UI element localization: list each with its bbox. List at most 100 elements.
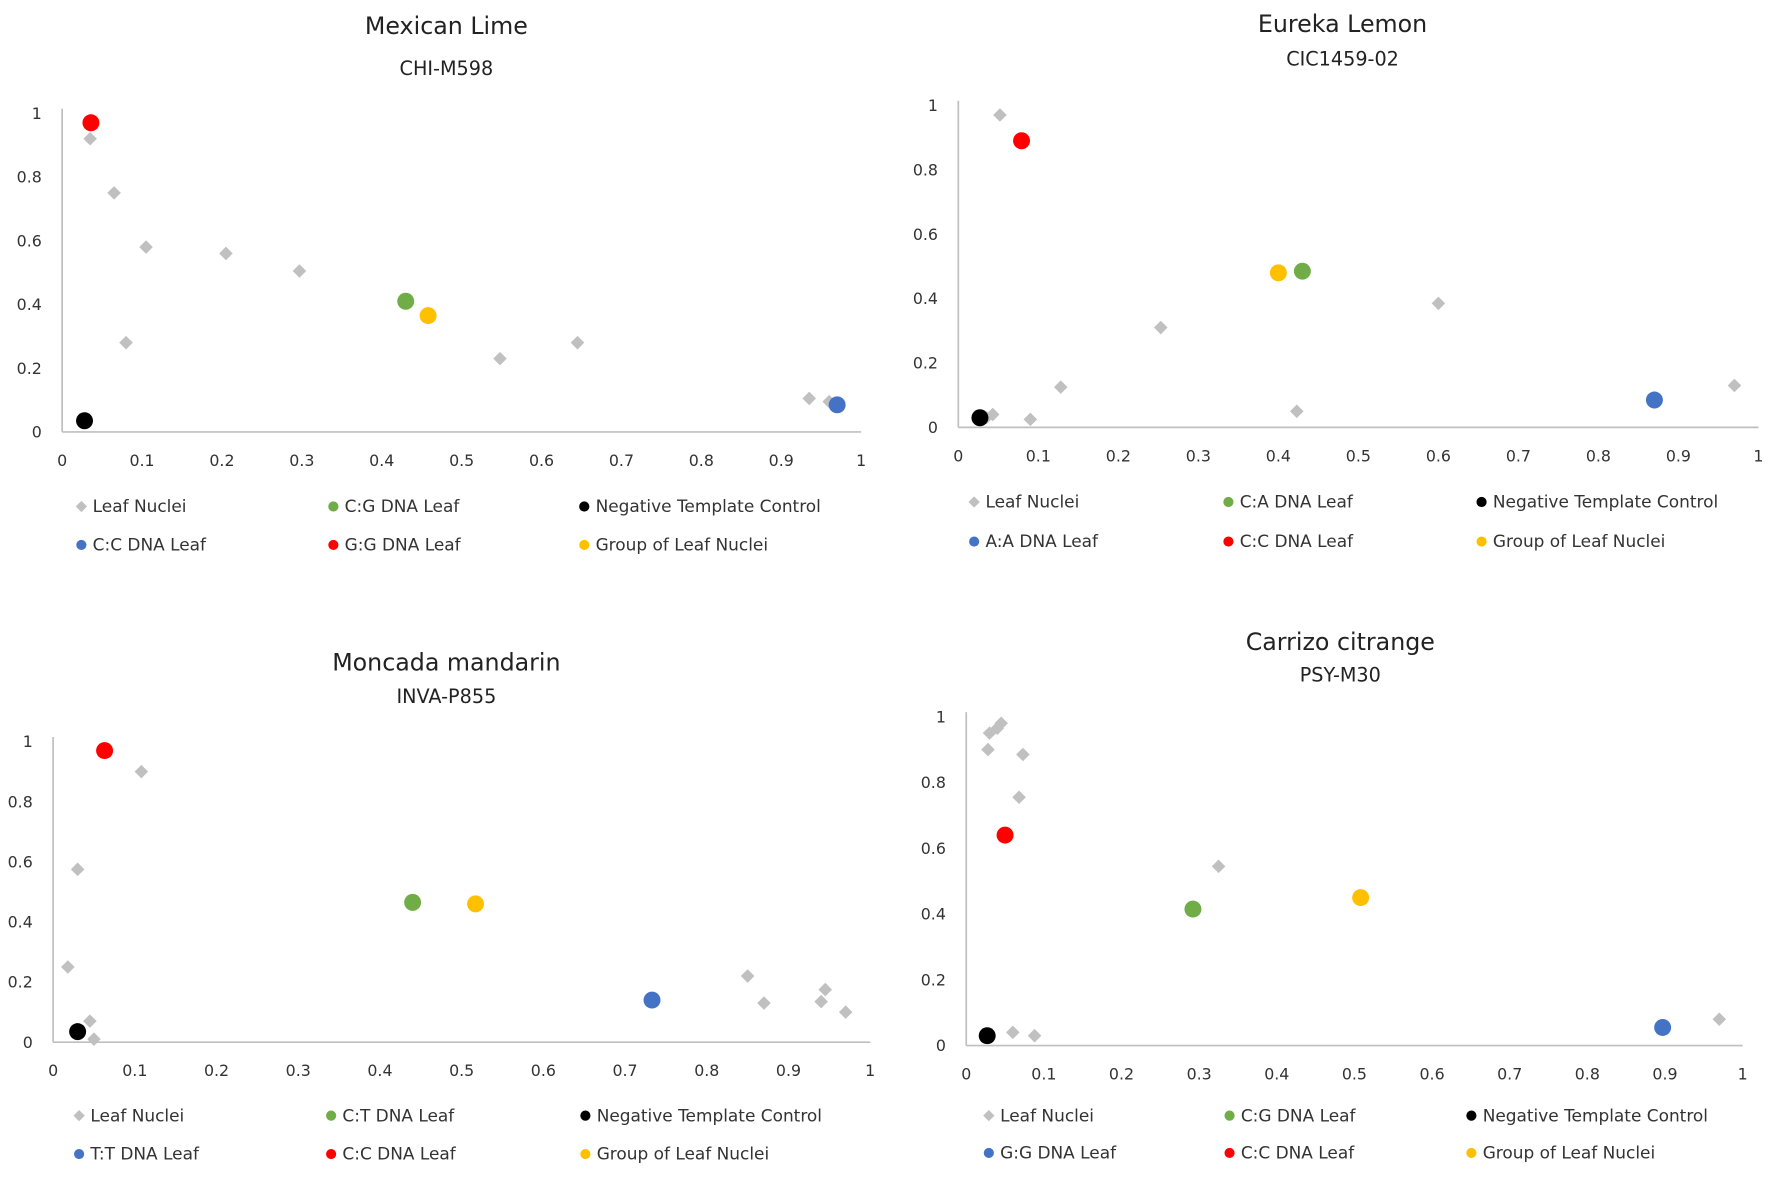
x-tick-label: 0.1: [129, 451, 154, 470]
x-tick-label: 0.3: [1186, 446, 1211, 465]
x-tick-label: 0.6: [529, 451, 554, 470]
data-point-leaf-nuclei: [87, 1032, 101, 1046]
x-tick-label: 0: [953, 446, 963, 465]
y-tick-label: 0: [936, 1036, 946, 1055]
data-point-c-g-dna-leaf: [1184, 900, 1202, 918]
x-tick-label: 1: [1738, 1064, 1748, 1083]
x-tick-label: 0.3: [286, 1061, 311, 1080]
data-point-leaf-nuclei: [1727, 378, 1742, 393]
x-tick-label: 0.1: [122, 1061, 147, 1080]
data-point-negative-template-control: [971, 409, 989, 427]
legend-dot-icon: [579, 501, 590, 512]
data-point-t-t-dna-leaf: [643, 991, 661, 1009]
legend-label: Leaf Nuclei: [90, 1105, 184, 1125]
data-point-leaf-nuclei: [1153, 320, 1168, 335]
x-tick-label: 0.7: [612, 1061, 637, 1080]
data-point-leaf-nuclei: [139, 240, 153, 254]
legend-item: Group of Leaf Nuclei: [579, 535, 768, 555]
legend-item: T:T DNA Leaf: [74, 1144, 200, 1164]
legend-item: Leaf Nuclei: [968, 492, 1079, 512]
y-tick-label: 0.2: [921, 970, 946, 989]
x-tick-label: 0.1: [1031, 1064, 1056, 1083]
legend-item: Negative Template Control: [579, 496, 821, 516]
y-tick-label: 0.6: [921, 839, 946, 858]
data-point-group-of-leaf-nuclei: [419, 307, 437, 325]
data-point-group-of-leaf-nuclei: [1269, 264, 1287, 282]
data-point-leaf-nuclei: [802, 391, 816, 406]
legend-item: Negative Template Control: [580, 1105, 822, 1125]
legend-item: Leaf Nuclei: [73, 1105, 184, 1125]
y-tick-label: 0.2: [913, 354, 938, 373]
data-point-leaf-nuclei: [1712, 1012, 1727, 1027]
y-tick-label: 0: [928, 418, 938, 437]
y-tick-label: 0: [32, 423, 42, 442]
legend-label: C:G DNA Leaf: [345, 496, 461, 516]
legend-dot-icon: [580, 1110, 591, 1121]
data-point-c-t-dna-leaf: [404, 893, 422, 911]
legend-dot-icon: [1224, 1110, 1235, 1121]
x-tick-label: 0.8: [694, 1061, 719, 1080]
legend-label: Group of Leaf Nuclei: [1483, 1143, 1656, 1163]
x-tick-label: 0.7: [1497, 1064, 1522, 1083]
data-point-leaf-nuclei: [740, 969, 755, 983]
data-point-leaf-nuclei: [107, 186, 121, 200]
chart-subtitle: CIC1459-02: [1286, 48, 1399, 71]
x-tick-label: 0.3: [1187, 1064, 1212, 1083]
legend-label: T:T DNA Leaf: [89, 1144, 200, 1164]
data-point-negative-template-control: [76, 412, 94, 430]
legend-item: C:C DNA Leaf: [76, 535, 207, 555]
x-tick-label: 0.7: [609, 451, 634, 470]
y-tick-label: 0.4: [8, 913, 33, 932]
legend-label: C:C DNA Leaf: [342, 1144, 456, 1164]
legend-item: Leaf Nuclei: [75, 496, 187, 516]
legend-label: A:A DNA Leaf: [985, 531, 1099, 551]
legend-item: C:A DNA Leaf: [1223, 492, 1354, 512]
data-point-g-g-dna-leaf: [1654, 1018, 1672, 1036]
legend-label: Leaf Nuclei: [1000, 1105, 1094, 1125]
x-tick-label: 0.4: [1266, 446, 1291, 465]
legend-item: Group of Leaf Nuclei: [580, 1144, 769, 1164]
legend-label: Group of Leaf Nuclei: [596, 535, 769, 555]
legend-label: Negative Template Control: [1483, 1105, 1708, 1125]
y-tick-label: 0.6: [913, 225, 938, 244]
data-point-group-of-leaf-nuclei: [1352, 889, 1370, 907]
x-tick-label: 0.3: [289, 451, 314, 470]
data-point-leaf-nuclei: [1289, 404, 1304, 419]
y-tick-label: 0: [23, 1033, 33, 1052]
data-point-c-c-dna-leaf: [996, 826, 1014, 844]
data-point-c-c-dna-leaf: [96, 742, 114, 760]
legend-item: C:C DNA Leaf: [326, 1144, 457, 1164]
legend-dot-icon: [969, 536, 980, 547]
x-tick-label: 0.1: [1026, 446, 1051, 465]
data-point-negative-template-control: [69, 1023, 87, 1041]
legend-dot-icon: [328, 539, 339, 551]
legend-dot-icon: [76, 539, 87, 551]
x-tick-label: 1: [856, 451, 866, 470]
x-tick-label: 0.8: [1575, 1064, 1600, 1083]
legend-item: C:C DNA Leaf: [1224, 1143, 1355, 1163]
legend-label: Leaf Nuclei: [985, 492, 1079, 512]
legend-dot-icon: [1466, 1147, 1477, 1159]
y-tick-label: 1: [928, 96, 938, 115]
chart-3: Moncada mandarin INVA-P855 0 0.1 0.2 0.3 0.4 0.…: [8, 648, 876, 1163]
data-point-leaf-nuclei: [134, 764, 149, 779]
x-tick-label: 0.4: [1264, 1064, 1289, 1083]
legend-item: Negative Template Control: [1466, 1105, 1708, 1125]
legend-label: C:G DNA Leaf: [1241, 1105, 1357, 1125]
legend-item: A:A DNA Leaf: [969, 531, 1099, 551]
data-point-leaf-nuclei: [1211, 859, 1226, 874]
y-tick-label: 0.8: [913, 160, 938, 179]
chart-1: Mexican Lime CHI-M598 0 0.1 0.2 0.3 0.4 0.5 0.6 0…: [17, 12, 867, 554]
data-point-leaf-nuclei: [119, 335, 133, 350]
x-tick-label: 0.5: [449, 1061, 474, 1080]
data-point-leaf-nuclei: [1053, 380, 1068, 394]
x-tick-label: 0.5: [1342, 1064, 1367, 1083]
data-point-a-a-dna-leaf: [1645, 391, 1663, 409]
data-point-leaf-nuclei: [83, 131, 97, 146]
x-tick-label: 0.8: [689, 451, 714, 470]
legend-label: Negative Template Control: [597, 1105, 822, 1125]
legend-label: Negative Template Control: [1493, 492, 1718, 512]
legend-dot-icon: [326, 1148, 337, 1160]
data-point-g-g-dna-leaf: [82, 114, 100, 132]
y-tick-label: 0.6: [8, 852, 33, 871]
